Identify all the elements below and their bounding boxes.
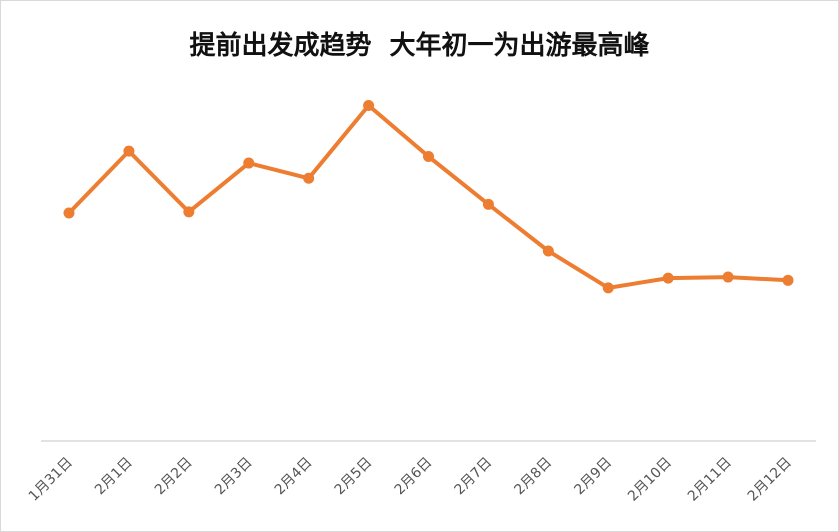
data-point <box>63 207 75 219</box>
x-tick-label: 2月2日 <box>152 455 196 499</box>
x-tick-label: 1月31日 <box>26 455 76 505</box>
x-tick-label: 2月12日 <box>745 455 795 505</box>
data-point <box>423 151 434 163</box>
x-tick-label: 2月5日 <box>332 455 376 499</box>
x-tick-label: 2月4日 <box>272 455 316 499</box>
x-tick-label: 2月7日 <box>452 455 496 499</box>
data-point <box>123 145 135 157</box>
x-tick-labels: 1月31日 2月1日 2月2日 2月3日 2月4日 2月5日 2月6日 2月7日 2月8日 2月9… <box>26 455 795 505</box>
series-layer <box>63 100 794 294</box>
data-point <box>363 100 375 112</box>
x-tick-label: 2月3日 <box>212 455 256 499</box>
data-point <box>243 157 255 169</box>
data-point <box>722 271 734 283</box>
data-point <box>303 172 315 184</box>
data-point <box>482 198 494 210</box>
x-tick-label: 2月9日 <box>571 455 615 499</box>
chart-title: 提前出发成趋势 大年初一为出游最高峰 <box>189 31 650 61</box>
x-tick-label: 2月1日 <box>92 455 136 499</box>
data-point <box>782 274 794 286</box>
data-point <box>183 206 195 218</box>
series-line-0 <box>67 103 790 290</box>
x-tick-label: 2月11日 <box>685 455 735 505</box>
data-point <box>542 245 554 257</box>
x-tick-label: 2月10日 <box>625 455 675 505</box>
data-point <box>602 282 614 294</box>
data-point <box>662 272 674 284</box>
x-tick-label: 2月6日 <box>392 455 436 499</box>
x-tick-label: 2月8日 <box>511 455 555 499</box>
